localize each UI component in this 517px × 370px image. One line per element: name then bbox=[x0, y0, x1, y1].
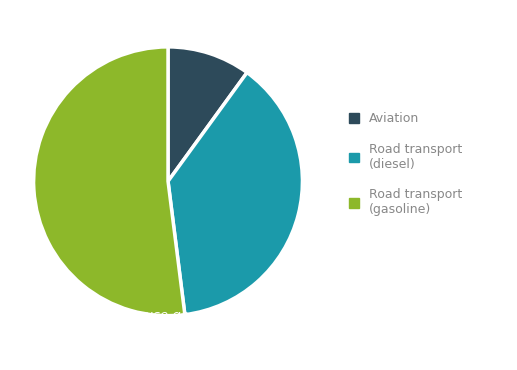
Wedge shape bbox=[168, 47, 247, 181]
Legend: Aviation, Road transport
(diesel), Road transport
(gasoline): Aviation, Road transport (diesel), Road … bbox=[349, 112, 462, 216]
Wedge shape bbox=[168, 73, 302, 314]
Wedge shape bbox=[34, 47, 185, 316]
Text: Yukon’s greenhouse gas emissions from
transportation.: Yukon’s greenhouse gas emissions from tr… bbox=[35, 309, 300, 341]
